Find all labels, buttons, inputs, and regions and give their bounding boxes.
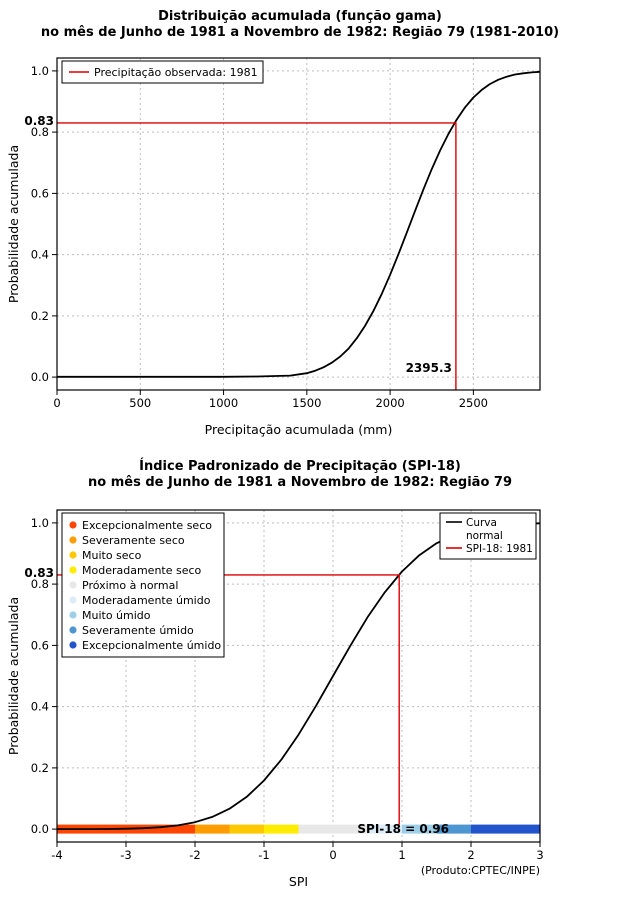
category-color-dot bbox=[69, 641, 77, 649]
y-axis-label: Probabilidade acumulada bbox=[6, 145, 21, 303]
observed-value-marker: 0.83 2395.3 bbox=[24, 114, 457, 390]
marker-probability-label: 0.83 bbox=[24, 114, 54, 128]
y-tick-label: 0.2 bbox=[31, 761, 49, 775]
category-color-dot bbox=[69, 521, 77, 529]
x-tick-label: 1 bbox=[398, 848, 405, 862]
cdf-curve bbox=[57, 70, 541, 378]
category-label: Muito úmido bbox=[82, 609, 151, 622]
plot-frame bbox=[56, 57, 541, 391]
legend-spi-categories: Excepcionalmente seco Severamente seco Mui… bbox=[61, 512, 225, 658]
source-note: (Produto:CPTEC/INPE) bbox=[421, 864, 540, 877]
category-label: Severamente seco bbox=[82, 534, 185, 547]
category-label: Próximo à normal bbox=[82, 579, 178, 592]
category-label: Excepcionalmente seco bbox=[82, 519, 212, 532]
y-tick-label: 0.0 bbox=[31, 370, 49, 384]
x-axis-label: Precipitação acumulada (mm) bbox=[205, 422, 393, 437]
x-tick-label: 2 bbox=[467, 848, 474, 862]
marker-x-label: 2395.3 bbox=[406, 361, 452, 375]
y-axis-label: Probabilidade acumulada bbox=[6, 597, 21, 755]
category-label: Moderadamente seco bbox=[82, 564, 202, 577]
curve-legend-label: normal bbox=[466, 530, 503, 542]
chart2-title: Índice Padronizado de Precipitação (SPI-… bbox=[139, 458, 461, 474]
x-tick-label: 1500 bbox=[292, 396, 321, 410]
category-label: Severamente úmido bbox=[82, 624, 194, 637]
x-axis-label: SPI bbox=[289, 874, 308, 889]
svg-text:SPI-18 = 0.96: SPI-18 = 0.96 bbox=[357, 822, 449, 836]
y-tick-label: 0.4 bbox=[31, 248, 49, 262]
y-tick-label: 0.6 bbox=[31, 638, 49, 652]
y-tick-label: 0.4 bbox=[31, 700, 49, 714]
y-tick-label: 0.8 bbox=[31, 577, 49, 591]
x-tick-label: -4 bbox=[51, 848, 62, 862]
y-tick-label: 0.6 bbox=[31, 186, 49, 200]
svg-text:Precipitação observada: 1981: Precipitação observada: 1981 bbox=[94, 66, 258, 79]
chart1-subtitle: no mês de Junho de 1981 a Novembro de 19… bbox=[41, 25, 559, 40]
category-color-dot bbox=[69, 566, 77, 574]
category-label: Moderadamente úmido bbox=[82, 594, 211, 607]
y-tick-label: 0.8 bbox=[31, 125, 49, 139]
category-label: Muito seco bbox=[82, 549, 142, 562]
x-tick-label: 0 bbox=[329, 848, 336, 862]
chart1-title: Distribuição acumulada (função gama) bbox=[158, 9, 442, 24]
category-color-dot bbox=[69, 626, 77, 634]
x-tick-label: 2000 bbox=[375, 396, 404, 410]
category-color-dot bbox=[69, 596, 77, 604]
y-tick-label: 0.2 bbox=[31, 309, 49, 323]
category-color-dot bbox=[69, 536, 77, 544]
spi-cdf-plot: 0.83 SPI-18 = 0.96 -4 -3 -2 -1 0 1 2 3 0.0 0.2 0.4 0.… bbox=[6, 509, 544, 889]
category-color-dot bbox=[69, 581, 77, 589]
axes: 0 500 1000 1500 2000 2500 0.0 0.2 0.4 0.6 0.8 1.0 Pr… bbox=[6, 64, 488, 437]
category-color-dot bbox=[69, 611, 77, 619]
legend-observed: Precipitação observada: 1981 bbox=[61, 60, 264, 84]
spi-cdf-chart: Índice Padronizado de Precipitação (SPI-… bbox=[6, 458, 544, 889]
plot-frame bbox=[56, 509, 541, 843]
category-color-dot bbox=[69, 551, 77, 559]
axes: -4 -3 -2 -1 0 1 2 3 0.0 0.2 0.4 0.6 0.8 1.0 SPI Probabi… bbox=[6, 516, 544, 889]
gridlines bbox=[56, 58, 540, 390]
chart2-subtitle: no mês de Junho de 1981 a Novembro de 19… bbox=[88, 475, 512, 490]
y-tick-label: 1.0 bbox=[31, 516, 49, 530]
x-tick-label: -2 bbox=[189, 848, 200, 862]
curve-legend-label: Curva bbox=[466, 517, 497, 529]
marker-probability-label: 0.83 bbox=[24, 566, 54, 580]
spi-value-label: SPI-18 = 0.96 bbox=[357, 822, 449, 836]
x-tick-label: 0 bbox=[53, 396, 60, 410]
x-tick-label: 3 bbox=[536, 848, 543, 862]
x-tick-label: 2500 bbox=[459, 396, 488, 410]
gamma-cdf-chart: Distribuição acumulada (função gama) no … bbox=[6, 9, 559, 437]
curve-legend-label: SPI-18: 1981 bbox=[466, 543, 533, 555]
y-tick-label: 1.0 bbox=[31, 64, 49, 78]
x-tick-label: -3 bbox=[120, 848, 131, 862]
x-tick-label: 500 bbox=[129, 396, 151, 410]
x-tick-label: 1000 bbox=[209, 396, 238, 410]
x-tick-label: -1 bbox=[258, 848, 269, 862]
category-label: Excepcionalmente úmido bbox=[82, 639, 221, 652]
y-tick-label: 0.0 bbox=[31, 822, 49, 836]
